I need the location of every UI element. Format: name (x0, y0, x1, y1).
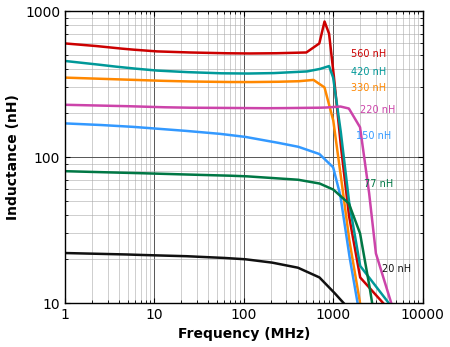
Text: 150 nH: 150 nH (356, 131, 391, 141)
X-axis label: Frequency (MHz): Frequency (MHz) (178, 328, 310, 341)
Text: 560 nH: 560 nH (351, 49, 387, 59)
Text: 420 nH: 420 nH (351, 67, 387, 77)
Text: 20 nH: 20 nH (382, 264, 411, 274)
Y-axis label: Inductance (nH): Inductance (nH) (5, 94, 19, 220)
Text: 220 nH: 220 nH (360, 105, 396, 115)
Text: 330 nH: 330 nH (351, 84, 387, 93)
Text: 77 nH: 77 nH (364, 179, 393, 189)
